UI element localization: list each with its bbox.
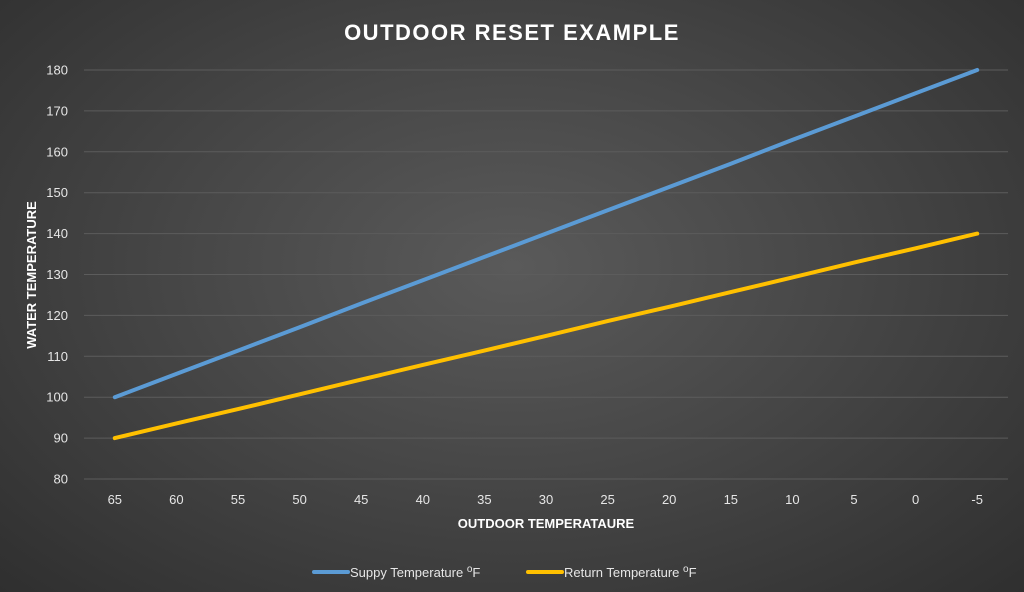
- y-axis-ticks: 80 90 100 110 120 130 140 150 160 170 180: [46, 63, 68, 487]
- legend-label: Suppy Temperature oF: [350, 564, 480, 580]
- x-tick-label: 45: [354, 492, 368, 507]
- legend-degree-symbol: o: [683, 564, 689, 575]
- y-axis-title: WATER TEMPERATURE: [24, 201, 39, 349]
- x-tick-label: 60: [169, 492, 183, 507]
- legend-item: Return Temperature oF: [526, 564, 697, 580]
- legend-series-name: Suppy Temperature: [350, 565, 467, 580]
- legend-item: Suppy Temperature oF: [312, 564, 480, 580]
- series-line-return: [112, 231, 980, 441]
- y-tick-label: 180: [46, 63, 68, 78]
- x-tick-label: 55: [231, 492, 245, 507]
- x-axis-title: OUTDOOR TEMPERATAURE: [458, 516, 635, 531]
- y-tick-label: 120: [46, 308, 68, 323]
- y-tick-label: 170: [46, 103, 68, 118]
- x-tick-label: 20: [662, 492, 676, 507]
- y-tick-label: 110: [47, 349, 68, 364]
- x-tick-label: 15: [724, 492, 738, 507]
- series-line-supply: [112, 68, 980, 400]
- y-tick-label: 80: [54, 472, 68, 487]
- y-tick-label: 140: [46, 226, 68, 241]
- legend-label: Return Temperature oF: [564, 564, 697, 580]
- y-tick-label: 100: [46, 390, 68, 405]
- x-axis-ticks: 65 60 55 50 45 40 35 30 25 20 15 10 5 0 -5: [108, 492, 983, 507]
- x-tick-label: 25: [600, 492, 614, 507]
- x-tick-label: 5: [850, 492, 857, 507]
- legend-unit: F: [472, 565, 480, 580]
- y-tick-label: 160: [46, 144, 68, 159]
- y-tick-label: 90: [54, 431, 68, 446]
- x-tick-label: 65: [108, 492, 122, 507]
- x-tick-label: 30: [539, 492, 553, 507]
- legend-series-name: Return Temperature: [564, 565, 683, 580]
- x-tick-label: -5: [971, 492, 983, 507]
- x-tick-label: 35: [477, 492, 491, 507]
- series-lines: [112, 68, 980, 441]
- x-tick-label: 0: [912, 492, 919, 507]
- x-tick-label: 40: [416, 492, 430, 507]
- legend: Suppy Temperature oF Return Temperature o…: [312, 564, 697, 580]
- x-tick-label: 10: [785, 492, 799, 507]
- gridlines: [84, 69, 1008, 480]
- y-tick-label: 150: [46, 185, 68, 200]
- x-tick-label: 50: [292, 492, 306, 507]
- y-tick-label: 130: [46, 267, 68, 282]
- chart-title: OUTDOOR RESET EXAMPLE: [344, 20, 680, 45]
- legend-degree-symbol: o: [467, 564, 473, 575]
- legend-unit: F: [689, 565, 697, 580]
